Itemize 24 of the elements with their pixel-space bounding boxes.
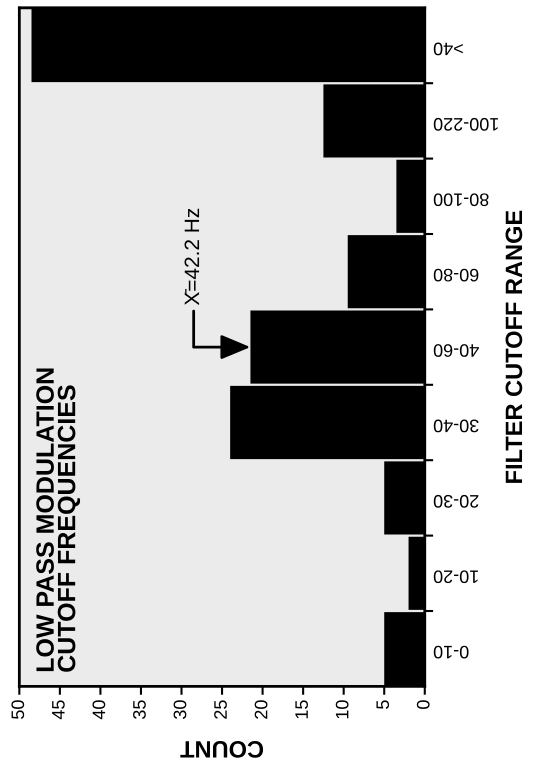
x-tick-label: 10 xyxy=(336,700,349,718)
x-tick-label: 5 xyxy=(376,700,390,709)
annotation: X̄=42.2 Hz xyxy=(184,208,200,306)
x-axis-title: COUNT xyxy=(180,741,264,758)
x-tick-label: 50 xyxy=(11,700,24,719)
y-tick-label: 60-80 xyxy=(434,268,478,282)
y-tick-label: 0-10 xyxy=(434,646,469,659)
text: LOW PASS MODULATION CUTOFF FREQUENCIES xyxy=(36,368,80,672)
x-tick-label: 0 xyxy=(416,700,430,709)
x-tick-label: 25 xyxy=(214,700,227,719)
x-tick-label: 15 xyxy=(295,700,308,718)
y-tick-label: 30-40 xyxy=(434,420,479,432)
y-tick-label: 100-220 xyxy=(434,118,498,131)
x-tick-label: 30 xyxy=(174,700,186,719)
y-tick-label: 40-60 xyxy=(434,344,479,357)
y-tick-label: 10-20 xyxy=(434,570,478,584)
y-tick-label: >40 xyxy=(434,42,463,56)
y-tick-label: 80-100 xyxy=(434,193,489,206)
x-tick-label: 20 xyxy=(254,700,268,719)
x-tick-label: 40 xyxy=(92,700,106,720)
x-tick-label: 45 xyxy=(52,700,65,720)
x-tick-label: 35 xyxy=(133,700,146,719)
y-tick-label: 20-30 xyxy=(434,494,478,508)
y-axis-title: FILTER CUTOFF RANGE xyxy=(506,210,522,483)
